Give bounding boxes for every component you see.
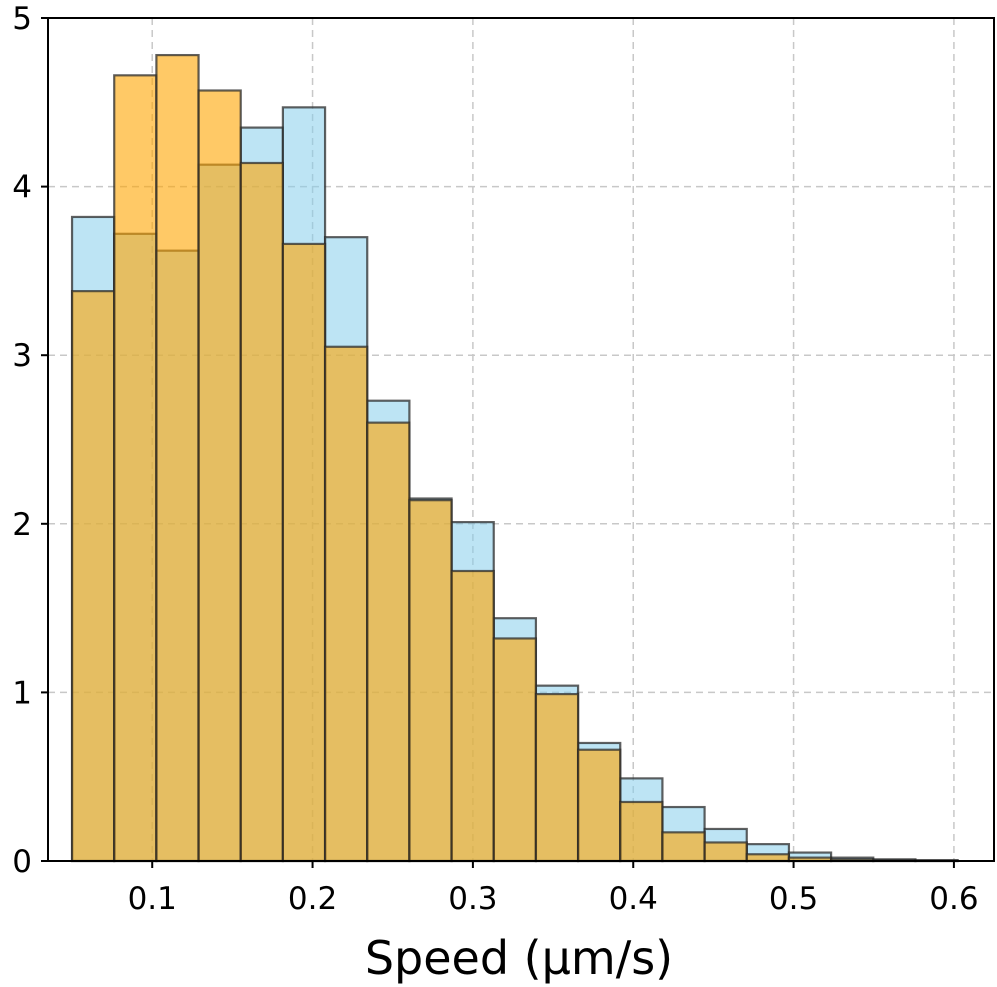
x-tick-label: 0.6 (929, 881, 978, 917)
y-tick-label: 0 (12, 844, 32, 880)
histogram-bar (619, 800, 664, 863)
histogram-bar (450, 569, 495, 863)
histogram-bar (155, 53, 200, 863)
x-tick-label: 0.1 (128, 881, 177, 917)
x-tick-label: 0.3 (448, 881, 497, 917)
y-tick-label: 3 (12, 338, 32, 374)
histogram-bar (492, 637, 538, 863)
y-tick-label: 4 (12, 170, 32, 206)
x-axis-ticks: 0.1 0.2 0.3 0.4 0.5 0.6 (128, 861, 979, 917)
y-axis-ticks: 0 1 2 3 4 5 (12, 1, 48, 880)
histogram-bar (366, 421, 411, 863)
y-tick-label: 1 (12, 675, 32, 711)
histogram-bar (576, 748, 622, 863)
histogram-bar (323, 345, 369, 863)
histogram-bar (281, 242, 327, 863)
plot-frame (47, 17, 995, 862)
histogram-bar (239, 161, 284, 863)
x-tick-label: 0.5 (769, 881, 818, 917)
x-tick-label: 0.4 (609, 881, 658, 917)
histogram-bar (661, 831, 706, 863)
histogram-bar (703, 841, 748, 863)
x-tick-label: 0.2 (288, 881, 337, 917)
histogram-bar (534, 692, 580, 863)
series-1-bars (70, 53, 959, 863)
x-axis-title: Speed (μm/s) (365, 931, 673, 985)
histogram-bar (408, 499, 453, 863)
histogram-bar (197, 89, 242, 863)
histogram-bar (745, 853, 791, 863)
histogram-bar (113, 74, 158, 863)
y-tick-label: 2 (12, 507, 32, 543)
y-tick-label: 5 (12, 1, 32, 37)
histogram-bar (70, 290, 116, 863)
bars-layer (70, 53, 959, 863)
